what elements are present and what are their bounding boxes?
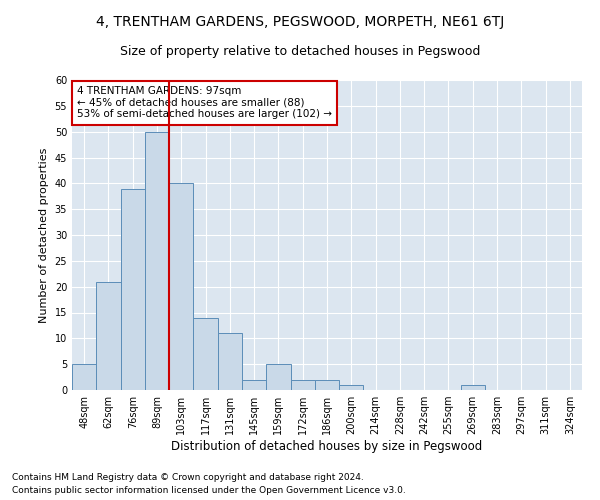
Bar <box>290 380 315 390</box>
Bar <box>193 318 218 390</box>
Bar <box>96 282 121 390</box>
Y-axis label: Number of detached properties: Number of detached properties <box>39 148 49 322</box>
Bar <box>339 385 364 390</box>
Bar <box>121 188 145 390</box>
Bar <box>315 380 339 390</box>
Bar <box>72 364 96 390</box>
Text: 4, TRENTHAM GARDENS, PEGSWOOD, MORPETH, NE61 6TJ: 4, TRENTHAM GARDENS, PEGSWOOD, MORPETH, … <box>96 15 504 29</box>
Bar <box>218 333 242 390</box>
Bar <box>266 364 290 390</box>
Bar <box>169 184 193 390</box>
Text: Size of property relative to detached houses in Pegswood: Size of property relative to detached ho… <box>120 45 480 58</box>
Bar <box>145 132 169 390</box>
Bar <box>461 385 485 390</box>
Text: Contains HM Land Registry data © Crown copyright and database right 2024.: Contains HM Land Registry data © Crown c… <box>12 474 364 482</box>
X-axis label: Distribution of detached houses by size in Pegswood: Distribution of detached houses by size … <box>172 440 482 453</box>
Text: Contains public sector information licensed under the Open Government Licence v3: Contains public sector information licen… <box>12 486 406 495</box>
Text: 4 TRENTHAM GARDENS: 97sqm
← 45% of detached houses are smaller (88)
53% of semi-: 4 TRENTHAM GARDENS: 97sqm ← 45% of detac… <box>77 86 332 120</box>
Bar <box>242 380 266 390</box>
